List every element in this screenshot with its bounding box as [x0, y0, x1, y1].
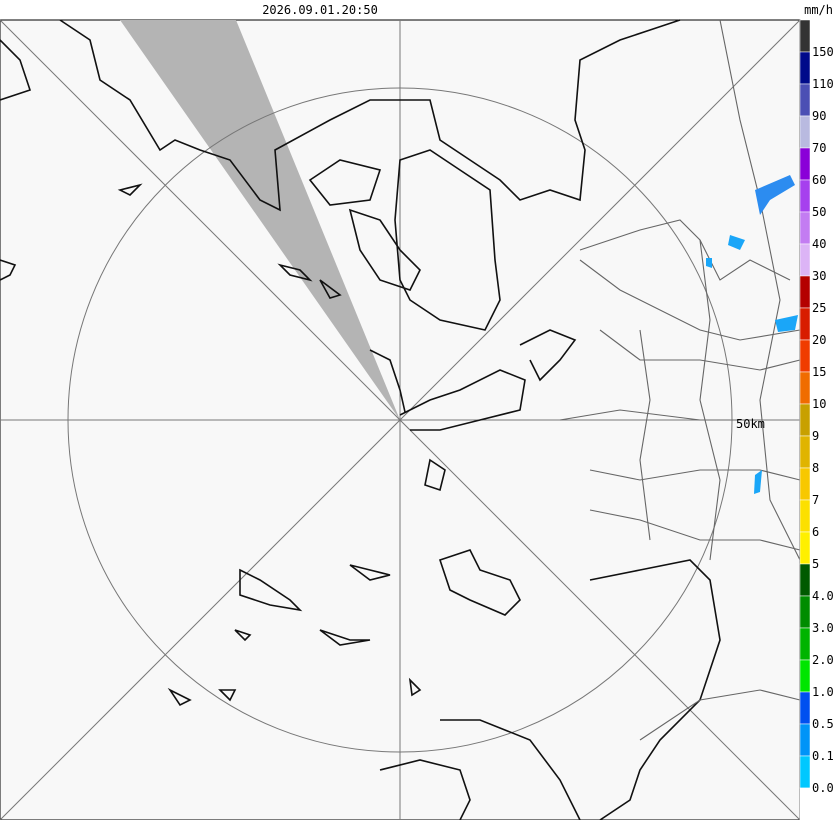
legend-label: 150: [812, 45, 834, 59]
legend-label: 4.0: [812, 589, 834, 603]
precipitation-echoes: [706, 175, 798, 494]
legend-swatch: [799, 755, 811, 789]
legend-label: 1.0: [812, 685, 834, 699]
range-label: 50km: [736, 417, 765, 431]
legend-swatch: [799, 307, 811, 341]
legend-label: 20: [812, 333, 826, 347]
legend-swatch: [799, 435, 811, 469]
legend-swatch: [799, 467, 811, 501]
legend-label: 0.5: [812, 717, 834, 731]
legend-label: 8: [812, 461, 819, 475]
legend-swatch: [799, 627, 811, 661]
legend-swatch: [799, 403, 811, 437]
legend-label: 0.1: [812, 749, 834, 763]
legend-swatch: [799, 499, 811, 533]
timestamp: 2026.09.01.20:50: [262, 3, 378, 17]
legend-swatch: [799, 243, 811, 277]
legend-label: 60: [812, 173, 826, 187]
legend-swatch: [799, 51, 811, 85]
legend-label: 40: [812, 237, 826, 251]
legend-swatch: [799, 147, 811, 181]
legend-label: 50: [812, 205, 826, 219]
legend-label: 5: [812, 557, 819, 571]
legend-swatch: [799, 691, 811, 725]
legend-label: 10: [812, 397, 826, 411]
legend-swatch: [799, 339, 811, 373]
legend-swatch: [799, 19, 811, 53]
legend-swatch: [799, 531, 811, 565]
legend-swatch: [799, 659, 811, 693]
legend-swatch: [799, 723, 811, 757]
map-layer: [0, 19, 801, 820]
legend-label: 90: [812, 109, 826, 123]
legend-swatch: [799, 371, 811, 405]
legend-swatch: [799, 179, 811, 213]
legend-label: 15: [812, 365, 826, 379]
legend-label: 3.0: [812, 621, 834, 635]
admin-borders: [559, 19, 801, 741]
legend-label: 0.0: [812, 781, 834, 795]
legend-swatch: [799, 115, 811, 149]
legend-swatch: [799, 787, 811, 820]
legend-label: 7: [812, 493, 819, 507]
range-grid: [0, 19, 801, 820]
coastlines: [0, 19, 721, 820]
legend-label: 110: [812, 77, 834, 91]
legend-label: 70: [812, 141, 826, 155]
legend-label: 25: [812, 301, 826, 315]
legend-label: 2.0: [812, 653, 834, 667]
legend-swatch: [799, 211, 811, 245]
legend-label: 30: [812, 269, 826, 283]
legend-unit: mm/h: [804, 3, 833, 17]
legend-label: 9: [812, 429, 819, 443]
legend: 150 110 90 70 60 50 40 30 25 20 15 10 9 8 7 6 5 4.0 3.0 2.0…: [799, 19, 834, 820]
legend-swatch: [799, 595, 811, 629]
legend-label: 6: [812, 525, 819, 539]
legend-swatch: [799, 275, 811, 309]
legend-swatch: [799, 83, 811, 117]
legend-swatch: [799, 563, 811, 597]
blocked-sector: [120, 20, 400, 420]
